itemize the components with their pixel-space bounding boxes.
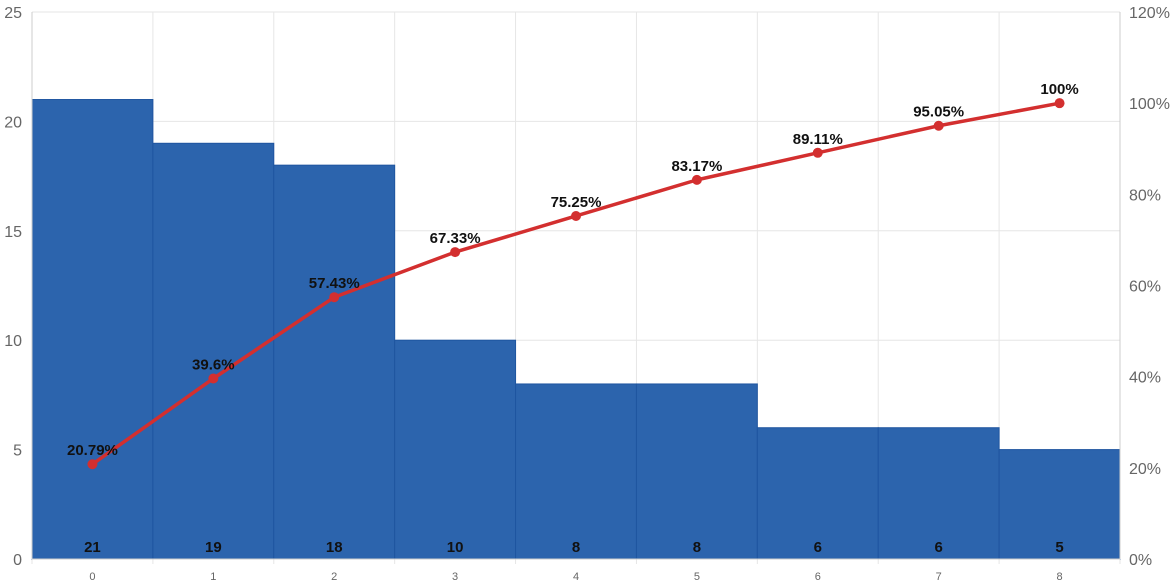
y-left-tick-label: 5 [13, 443, 22, 460]
line-value-label: 67.33% [430, 230, 481, 247]
bar [31, 99, 154, 560]
line-value-label: 57.43% [309, 275, 360, 292]
y-left-tick-label: 15 [4, 224, 22, 241]
y-right-tick-label: 80% [1129, 187, 1161, 204]
cumulative-line-series [87, 98, 1065, 470]
line-value-label: 95.05% [913, 104, 964, 121]
line-point [691, 174, 702, 185]
y-right-tick-label: 60% [1129, 279, 1161, 296]
y-right-tick-label: 0% [1129, 552, 1152, 569]
bar-value-label: 8 [693, 539, 701, 556]
x-tick-label: 8 [1056, 571, 1062, 583]
x-tick-label: 7 [936, 571, 942, 583]
x-tick-label: 2 [331, 571, 337, 583]
x-tick-label: 5 [694, 571, 700, 583]
bar [998, 449, 1121, 560]
line-point [329, 292, 340, 303]
line-point [450, 247, 461, 258]
line-value-label: 39.6% [192, 356, 235, 373]
line-point [87, 459, 98, 470]
line-point [933, 120, 944, 131]
x-tick-label: 4 [573, 571, 579, 583]
line-point [812, 147, 823, 158]
line-value-label: 20.79% [67, 442, 118, 459]
y-right-tick-label: 40% [1129, 370, 1161, 387]
bar-value-label: 8 [572, 539, 580, 556]
x-tick-label: 6 [815, 571, 821, 583]
y-left-tick-label: 10 [4, 333, 22, 350]
bar-value-label: 10 [447, 539, 464, 556]
line-point [1054, 98, 1065, 109]
bar-value-label: 6 [814, 539, 822, 556]
bar-value-label: 21 [84, 539, 101, 556]
bar-value-label: 18 [326, 539, 343, 556]
y-left-tick-label: 25 [4, 5, 22, 22]
bar-value-label: 5 [1055, 539, 1063, 556]
y-right-tick-label: 20% [1129, 461, 1161, 478]
x-tick-label: 3 [452, 571, 458, 583]
x-tick-label: 1 [210, 571, 216, 583]
line-point [208, 373, 219, 384]
x-tick-label: 0 [89, 571, 95, 583]
bar [394, 339, 517, 560]
line-value-label: 83.17% [671, 158, 722, 175]
y-right-tick-label: 100% [1129, 96, 1170, 113]
data-labels: 21 19 18 10 8 8 6 6 5 20.79% 39.6% 57.43% 67.33% 75.2… [67, 81, 1079, 556]
bar-value-label: 19 [205, 539, 222, 556]
y-right-tick-label: 120% [1129, 5, 1170, 22]
bar-series [31, 99, 1121, 560]
bar [273, 164, 396, 560]
bar [635, 383, 758, 560]
y-left-tick-label: 0 [13, 552, 22, 569]
y-left-tick-label: 20 [4, 114, 22, 131]
bar-value-label: 6 [934, 539, 942, 556]
line-value-label: 100% [1040, 81, 1078, 98]
line-value-label: 89.11% [793, 131, 843, 148]
line-value-label: 75.25% [551, 194, 602, 211]
bar [515, 383, 637, 560]
line-point [571, 210, 581, 221]
